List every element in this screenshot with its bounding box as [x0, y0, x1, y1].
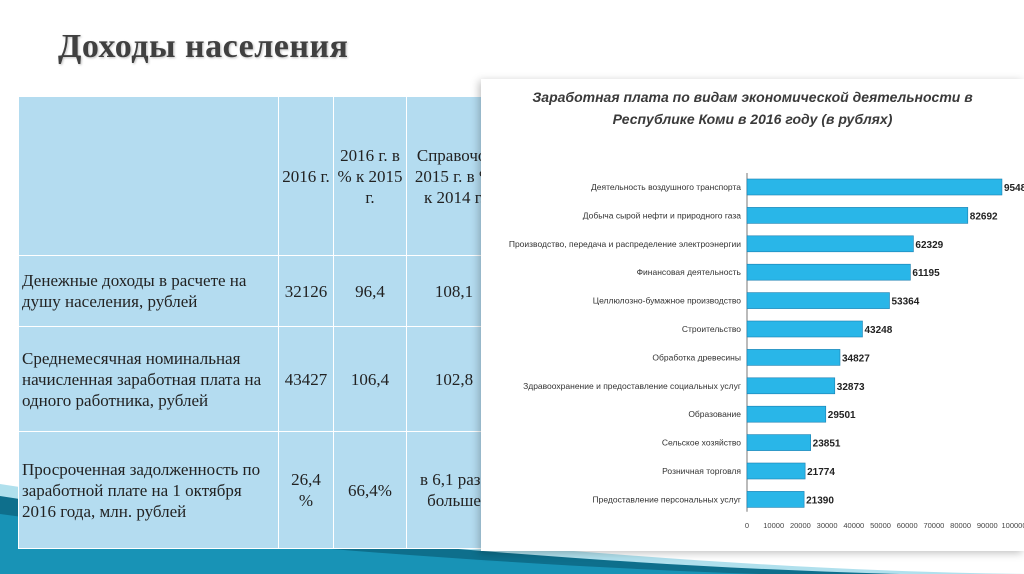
table-cell: 96,4 — [333, 255, 407, 327]
category-label: Образование — [688, 409, 741, 419]
category-label: Финансовая деятельность — [637, 267, 742, 277]
table-cell: 32126 — [278, 255, 334, 327]
category-label: Здравоохранение и предоставление социаль… — [523, 381, 741, 391]
bar — [746, 491, 805, 508]
x-tick-label: 40000 — [843, 521, 864, 530]
table-header-cell: 2016 г. в % к 2015 г. — [333, 96, 407, 256]
table-cell: 66,4% — [333, 431, 407, 549]
bar — [746, 207, 969, 224]
chart-title-line-2: Республике Коми в 2016 году (в рублях) — [612, 111, 893, 127]
category-label: Строительство — [682, 324, 741, 334]
data-label: 34827 — [842, 353, 870, 364]
x-tick-label: 60000 — [897, 521, 918, 530]
bar-chart: Деятельность воздушного транспорта 95485 Д… — [509, 173, 1024, 530]
table-row: Среднемесячная номинальная начисленная з… — [18, 326, 502, 432]
category-label: Целлюлозно-бумажное производство — [593, 296, 741, 306]
data-label: 21774 — [807, 467, 835, 478]
table-cell: 26,4 % — [278, 431, 334, 549]
table-row: Денежные доходы в расчете на душу населе… — [18, 255, 502, 327]
data-label: 53364 — [891, 297, 919, 308]
decorative-swoosh — [0, 484, 1024, 574]
x-tick-label: 80000 — [950, 521, 971, 530]
data-label: 61195 — [912, 268, 940, 279]
category-label: Деятельность воздушного транспорта — [591, 182, 741, 192]
row-label: Просроченная задолженность по заработной… — [18, 431, 279, 549]
bar — [746, 292, 890, 309]
data-label: 82692 — [970, 211, 998, 222]
category-label: Сельское хозяйство — [662, 438, 741, 448]
data-label: 21390 — [806, 495, 834, 506]
bar — [746, 405, 827, 423]
x-tick-label: 10000 — [763, 521, 784, 530]
x-tick-label: 0 — [745, 521, 749, 530]
table-header-cell: 2016 г. — [278, 96, 334, 256]
bar — [746, 349, 841, 366]
income-table: 2016 г. 2016 г. в % к 2015 г. Справочо: … — [18, 96, 502, 549]
chart-panel: Заработная плата по видам экономической … — [481, 79, 1024, 551]
page-title: Доходы населения — [58, 28, 349, 65]
row-label: Денежные доходы в расчете на душу населе… — [18, 255, 279, 327]
table-cell: 106,4 — [333, 326, 407, 432]
x-tick-label: 20000 — [790, 521, 811, 530]
data-label: 95485 — [1004, 183, 1024, 194]
table-header-row: 2016 г. 2016 г. в % к 2015 г. Справочо: … — [18, 96, 502, 256]
category-label: Розничная торговля — [662, 466, 741, 476]
chart-title-line-1: Заработная плата по видам экономической … — [532, 89, 973, 105]
category-label: Обработка древесины — [652, 352, 741, 362]
category-label: Предоставление персональных услуг — [593, 494, 741, 504]
bar — [746, 434, 811, 451]
data-label: 23851 — [813, 439, 841, 450]
row-label: Среднемесячная номинальная начисленная з… — [18, 326, 279, 432]
data-label: 29501 — [828, 410, 856, 421]
table-row: Просроченная задолженность по заработной… — [18, 431, 502, 549]
table-cell: 43427 — [278, 326, 334, 432]
category-label: Производство, передача и распределение э… — [509, 239, 741, 249]
x-tick-label: 90000 — [977, 521, 998, 530]
bar — [746, 263, 911, 281]
table-header-cell — [18, 96, 279, 256]
bar — [746, 235, 914, 253]
x-tick-label: 30000 — [817, 521, 838, 530]
bar — [746, 377, 836, 395]
data-label: 32873 — [837, 382, 865, 393]
category-label: Добыча сырой нефти и природного газа — [583, 210, 742, 220]
bar — [746, 462, 806, 480]
x-tick-label: 50000 — [870, 521, 891, 530]
bar — [746, 178, 1003, 196]
data-label: 43248 — [864, 325, 892, 336]
x-tick-label: 70000 — [923, 521, 944, 530]
bar — [746, 320, 863, 338]
x-tick-label: 100000 — [1001, 521, 1024, 530]
data-label: 62329 — [915, 240, 943, 251]
